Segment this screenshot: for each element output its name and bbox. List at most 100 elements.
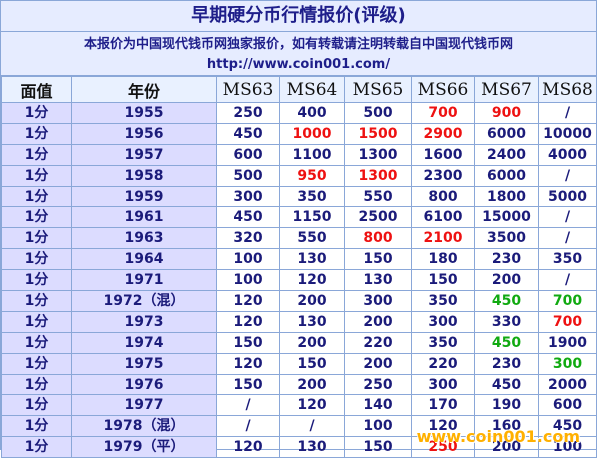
price-cell: 400 — [279, 102, 345, 124]
price-cell: 950 — [279, 164, 345, 187]
price-cell: / — [538, 227, 597, 250]
price-cell: 15000 — [474, 206, 539, 229]
column-header: 面值 — [1, 76, 72, 103]
denomination-cell: 1分 — [1, 436, 72, 458]
site-url[interactable]: http://www.coin001.com/ — [206, 57, 391, 72]
price-cell: 2400 — [474, 143, 539, 166]
notice-text: 本报价为中国现代钱币网独家报价，如有转载请注明转载自中国现代钱币网 — [83, 37, 513, 52]
table-row: 1分 1957 600 1100 1300 1600 2400 4000 — [1, 143, 597, 166]
price-cell: / — [538, 206, 597, 229]
column-header: MS65 — [344, 76, 412, 103]
price-cell: 100 — [216, 248, 280, 271]
price-cell: 10000 — [538, 122, 597, 145]
price-cell: 220 — [344, 331, 412, 354]
year-cell: 1972（混） — [71, 290, 217, 312]
price-cell: 800 — [411, 185, 475, 208]
price-cell: 2100 — [411, 227, 475, 250]
denomination-cell: 1分 — [1, 331, 72, 354]
price-cell: 200 — [344, 310, 412, 333]
year-cell: 1978（混） — [71, 415, 217, 438]
price-cell: 150 — [344, 248, 412, 271]
price-cell: 120 — [216, 310, 280, 333]
price-cell: 200 — [344, 352, 412, 375]
table-row: 1分 1976 150 200 250 300 450 2000 — [1, 373, 597, 396]
price-cell: 550 — [279, 227, 345, 250]
price-cell: 200 — [474, 269, 539, 292]
denomination-cell: 1分 — [1, 310, 72, 333]
table-row: 1分 1977/120 140 170 190 600 — [1, 394, 597, 417]
year-cell: 1957 — [71, 143, 217, 166]
price-cell: 700 — [538, 290, 597, 312]
price-cell: 5000 — [538, 185, 597, 208]
denomination-cell: 1分 — [1, 227, 72, 250]
price-cell: 170 — [411, 394, 475, 417]
price-cell: 500 — [344, 102, 412, 124]
price-cell: 1100 — [279, 143, 345, 166]
column-header: MS64 — [279, 76, 345, 103]
year-cell: 1974 — [71, 331, 217, 354]
price-cell: 350 — [538, 248, 597, 271]
price-cell: / — [538, 102, 597, 124]
price-cell: 140 — [344, 394, 412, 417]
price-cell: 100 — [216, 269, 280, 292]
year-cell: 1964 — [71, 248, 217, 271]
copyright-notice: 本报价为中国现代钱币网独家报价，如有转载请注明转载自中国现代钱币网 http:/… — [1, 32, 596, 76]
table-row: 1分 1963 320 550 800 2100 3500/ — [1, 227, 597, 250]
table-row: 1分 1973 120 130 200 300 330 700 — [1, 310, 597, 333]
denomination-cell: 1分 — [1, 373, 72, 396]
price-cell: 350 — [279, 185, 345, 208]
price-cell: 600 — [538, 394, 597, 417]
price-cell: 300 — [411, 310, 475, 333]
year-cell: 1955 — [71, 102, 217, 124]
price-cell: 450 — [474, 290, 539, 312]
price-cell: 4000 — [538, 143, 597, 166]
denomination-cell: 1分 — [1, 352, 72, 375]
price-cell: / — [538, 269, 597, 292]
price-cell: 450 — [474, 331, 539, 354]
price-cell: 3500 — [474, 227, 539, 250]
price-cell: 230 — [474, 248, 539, 271]
price-cell: 150 — [216, 373, 280, 396]
price-cell: 550 — [344, 185, 412, 208]
table-row: 1分 1971 100 120 130 150 200/ — [1, 269, 597, 292]
price-cell: 2500 — [344, 206, 412, 229]
year-cell: 1973 — [71, 310, 217, 333]
table-row: 1分 1964 100 130 150 180 230 350 — [1, 248, 597, 271]
price-cell: 1900 — [538, 331, 597, 354]
denomination-cell: 1分 — [1, 394, 72, 417]
page-title: 早期硬分币行情报价(评级) — [1, 1, 596, 32]
price-cell: 120 — [216, 436, 280, 458]
price-cell: 6000 — [474, 122, 539, 145]
price-cell: 1600 — [411, 143, 475, 166]
price-cell: 300 — [216, 185, 280, 208]
price-cell: 350 — [411, 331, 475, 354]
price-cell: 1300 — [344, 164, 412, 187]
table-row: 1分 1978（混） //100 120 160 450 — [1, 415, 597, 438]
price-cell: 6100 — [411, 206, 475, 229]
price-cell: 450 — [474, 373, 539, 396]
price-cell: 120 — [216, 290, 280, 312]
price-cell: 120 — [279, 394, 345, 417]
price-cell: 1800 — [474, 185, 539, 208]
price-table: 面值 年份 MS63 MS64 MS65 MS66 MS67 MS68 1分 1955 250 40… — [1, 76, 597, 458]
price-cell: 190 — [474, 394, 539, 417]
year-cell: 1971 — [71, 269, 217, 292]
column-header: MS63 — [216, 76, 280, 103]
denomination-cell: 1分 — [1, 269, 72, 292]
denomination-cell: 1分 — [1, 290, 72, 312]
price-cell: 2300 — [411, 164, 475, 187]
price-cell: 1300 — [344, 143, 412, 166]
price-cell: 200 — [279, 373, 345, 396]
table-row: 1分 1961 450 1150 2500 6100 15000/ — [1, 206, 597, 229]
price-cell: / — [538, 164, 597, 187]
price-cell: 180 — [411, 248, 475, 271]
price-cell: 120 — [279, 269, 345, 292]
table-row: 1分 1955 250 400 500 700 900/ — [1, 102, 597, 124]
price-cell: 120 — [216, 352, 280, 375]
denomination-cell: 1分 — [1, 143, 72, 166]
price-cell: 250 — [344, 373, 412, 396]
watermark: www.coin001.com — [416, 427, 580, 446]
column-header: MS68 — [538, 76, 597, 103]
price-cell: 150 — [344, 436, 412, 458]
